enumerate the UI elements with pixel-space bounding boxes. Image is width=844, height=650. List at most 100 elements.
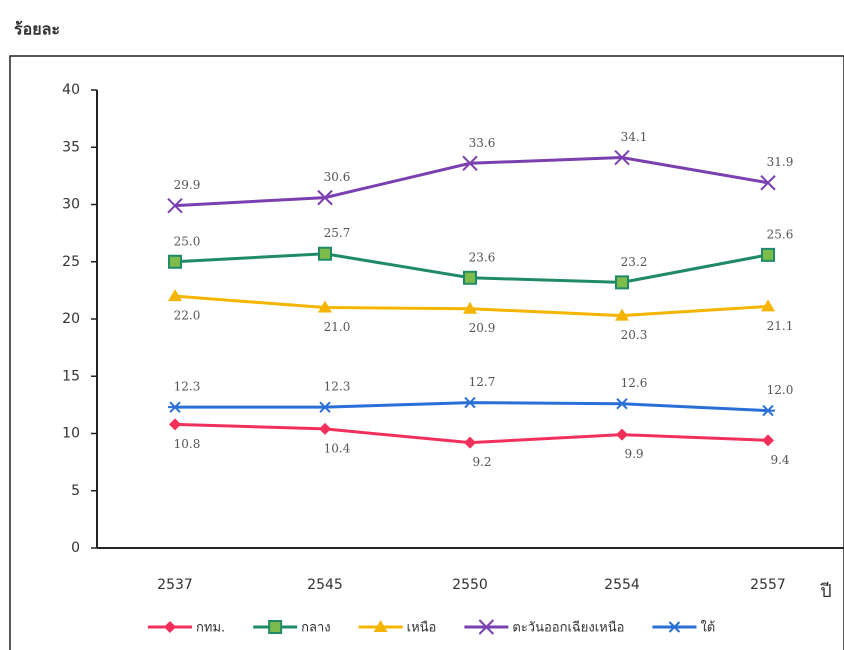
marker <box>319 422 331 435</box>
data-label: 22.0 <box>174 309 201 323</box>
marker <box>761 247 775 262</box>
marker <box>169 418 181 431</box>
marker-part <box>464 436 476 449</box>
marker-part <box>463 396 477 409</box>
marker <box>268 620 283 634</box>
data-label: 10.4 <box>324 441 351 455</box>
marker <box>168 289 182 302</box>
y-tick-label: 10 <box>62 426 80 442</box>
marker-part <box>318 401 332 413</box>
marker <box>762 434 774 447</box>
marker <box>760 175 776 191</box>
marker <box>318 401 332 413</box>
marker-part <box>462 155 478 171</box>
marker <box>373 620 388 632</box>
marker <box>616 428 628 441</box>
data-label: 12.3 <box>324 380 351 394</box>
marker-part <box>318 300 332 313</box>
data-label: 12.3 <box>174 380 201 394</box>
data-label: 12.0 <box>767 383 794 397</box>
data-label: 9.2 <box>472 455 491 469</box>
marker-part <box>169 418 181 431</box>
marker <box>318 246 332 261</box>
marker <box>615 398 629 410</box>
marker-part <box>615 275 629 290</box>
y-tick-label: 5 <box>71 483 80 499</box>
marker-part <box>463 270 477 285</box>
marker <box>317 189 333 206</box>
marker-part <box>463 301 477 314</box>
data-label: 30.6 <box>324 170 351 184</box>
marker-part <box>168 254 182 269</box>
marker <box>614 149 630 166</box>
y-tick-label: 0 <box>71 540 80 556</box>
marker-part <box>667 621 682 633</box>
x-tick-label: 2557 <box>750 577 786 593</box>
y-tick-label: 20 <box>62 311 80 327</box>
data-label: 21.0 <box>324 320 351 334</box>
marker-part <box>317 189 333 206</box>
marker-part <box>761 299 775 312</box>
data-label: 10.8 <box>174 437 201 451</box>
marker-part <box>762 434 774 447</box>
data-label: 23.6 <box>469 250 496 264</box>
chart-frame <box>9 55 844 650</box>
marker-part <box>373 620 388 632</box>
marker-part <box>168 289 182 302</box>
data-label: 25.6 <box>767 227 794 241</box>
marker <box>164 621 176 633</box>
marker <box>464 436 476 449</box>
marker-part <box>616 428 628 441</box>
data-label: 31.9 <box>767 155 794 169</box>
y-tick-label: 25 <box>62 254 80 270</box>
marker-part <box>319 422 331 435</box>
marker-part <box>614 149 630 166</box>
legend-label: ตะวันออกเฉียงเหนือ <box>512 620 624 636</box>
marker-part <box>478 619 495 635</box>
data-label: 12.6 <box>621 376 648 390</box>
legend-label: เหนือ <box>407 620 437 636</box>
data-label: 21.1 <box>767 319 794 333</box>
marker <box>168 401 182 413</box>
y-tick-label: 15 <box>62 368 80 384</box>
x-tick-label: 2537 <box>157 577 193 593</box>
x-axis-label: ปี <box>820 581 832 602</box>
y-tick-label: 30 <box>62 197 80 213</box>
marker <box>615 275 629 290</box>
marker <box>463 396 477 409</box>
marker <box>168 254 182 269</box>
marker <box>463 270 477 285</box>
marker-part <box>761 404 775 417</box>
marker-part <box>615 398 629 410</box>
marker-part <box>760 175 776 191</box>
legend-label: กทม. <box>196 621 225 636</box>
x-tick-label: 2550 <box>452 577 488 593</box>
marker <box>167 197 183 214</box>
x-tick-label: 2554 <box>604 577 640 593</box>
marker-part <box>318 246 332 261</box>
marker-part <box>168 401 182 413</box>
data-label: 9.4 <box>770 453 789 467</box>
marker <box>318 300 332 313</box>
marker-part <box>164 621 176 633</box>
data-label: 23.2 <box>621 255 648 269</box>
data-label: 29.9 <box>174 178 201 192</box>
data-label: 25.0 <box>174 234 201 248</box>
marker <box>615 308 629 321</box>
marker <box>462 155 478 171</box>
y-axis-label: ร้อยละ <box>14 20 60 39</box>
data-label: 12.7 <box>469 375 496 389</box>
data-label: 25.7 <box>324 226 351 240</box>
marker <box>463 301 477 314</box>
y-tick-label: 40 <box>62 82 80 98</box>
data-label: 9.9 <box>624 447 643 461</box>
marker <box>667 621 682 633</box>
marker-part <box>167 197 183 214</box>
data-label: 20.3 <box>621 328 648 342</box>
marker-part <box>268 620 283 634</box>
data-label: 34.1 <box>621 130 648 144</box>
marker <box>761 404 775 417</box>
data-label: 33.6 <box>469 136 496 150</box>
y-tick-label: 35 <box>62 139 80 155</box>
